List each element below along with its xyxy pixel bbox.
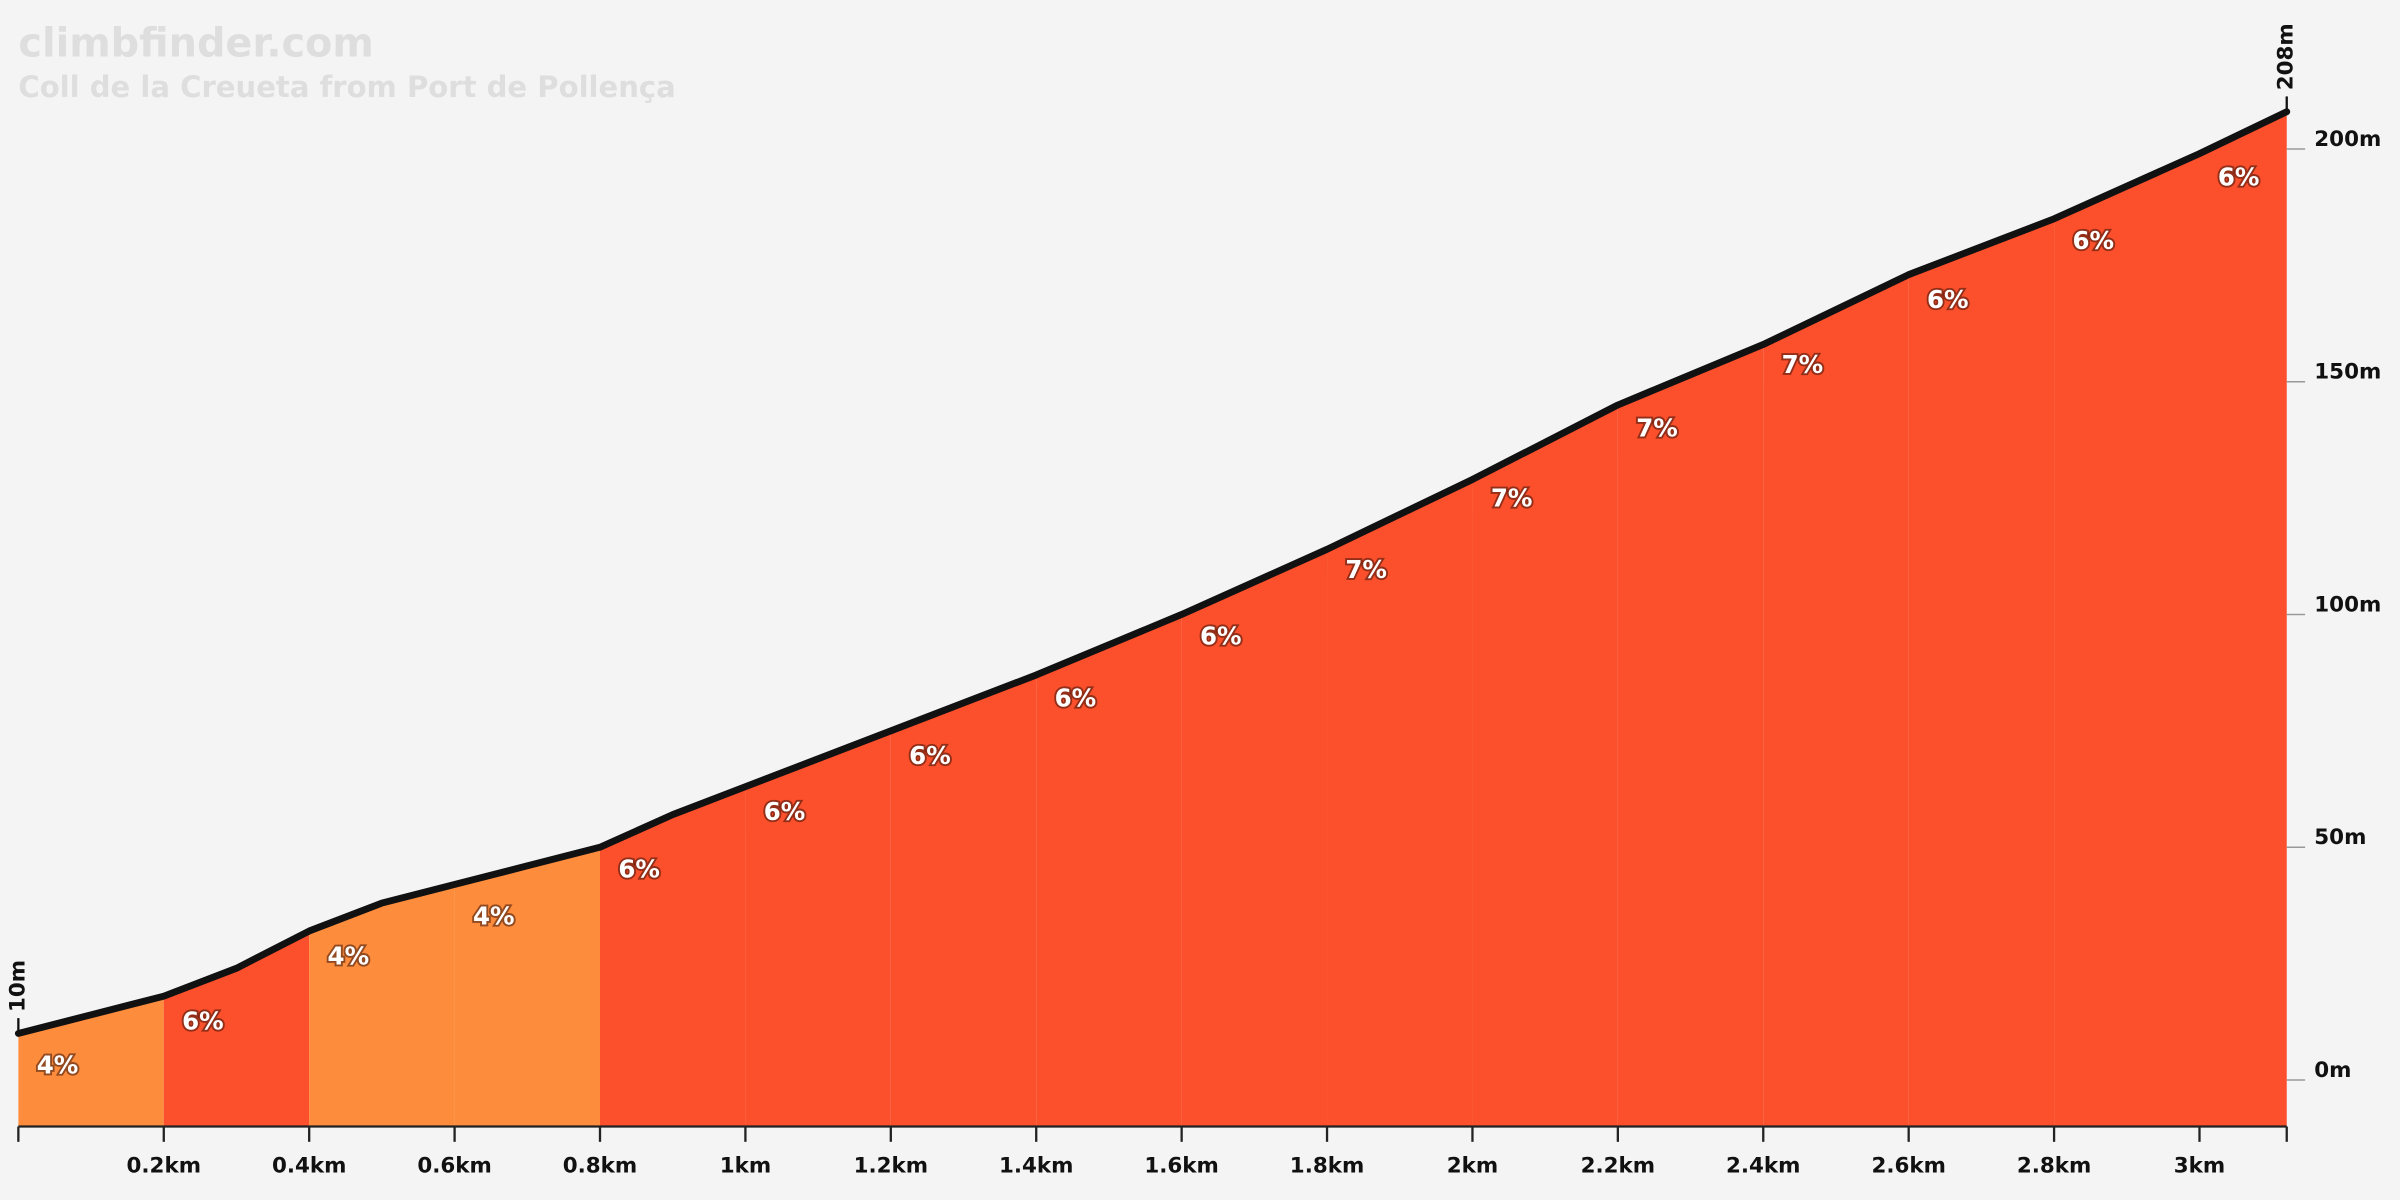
- y-tick-label: 150m: [2314, 360, 2381, 385]
- gradient-segment: [1763, 274, 1909, 1127]
- gradient-segment: [454, 847, 600, 1127]
- y-tick-label: 0m: [2314, 1058, 2351, 1083]
- gradient-label: 6%: [764, 797, 806, 826]
- x-tick-label: 0.6km: [417, 1153, 491, 1178]
- gradient-segment: [1472, 404, 1618, 1127]
- gradient-label: 6%: [1927, 285, 1969, 314]
- x-tick-label: 3km: [2174, 1153, 2225, 1178]
- y-tick-label: 200m: [2314, 127, 2381, 152]
- x-tick-label: 2.8km: [2017, 1153, 2091, 1178]
- start-label: 10m: [5, 960, 30, 1012]
- y-tick-label: 100m: [2314, 592, 2381, 617]
- gradient-segment: [600, 786, 746, 1127]
- y-tick-label: 50m: [2314, 825, 2366, 850]
- chart-title: climbfinder.com: [18, 20, 373, 66]
- gradient-label: 6%: [2072, 226, 2114, 255]
- gradient-segment: [1181, 549, 1328, 1127]
- x-tick-label: 1km: [720, 1153, 771, 1178]
- gradient-segment: [1327, 479, 1473, 1127]
- gradient-label: 7%: [1491, 483, 1533, 512]
- gradient-segment: [18, 996, 164, 1127]
- profile-line: [14, 108, 2291, 1037]
- x-tick-label: 1.2km: [854, 1153, 928, 1178]
- gradient-segment: [163, 931, 310, 1127]
- x-tick-label: 1.8km: [1290, 1153, 1364, 1178]
- end-label: 208m: [2274, 23, 2299, 90]
- gradient-label: 4%: [37, 1050, 79, 1079]
- x-tick-label: 0.8km: [563, 1153, 637, 1178]
- gradient-label: 6%: [2218, 163, 2260, 192]
- gradient-segment: [1036, 614, 1182, 1127]
- x-tick-label: 2.2km: [1581, 1153, 1655, 1178]
- gradient-label: 4%: [473, 901, 515, 930]
- gradient-label: 6%: [1200, 622, 1242, 651]
- gradient-segment: [890, 674, 1037, 1127]
- gradient-segment: [745, 730, 891, 1127]
- gradient-segment: [1908, 218, 2055, 1127]
- gradient-label: 6%: [182, 1007, 224, 1036]
- gradient-segment: [2199, 111, 2287, 1127]
- gradient-label: 6%: [909, 741, 951, 770]
- gradient-label: 7%: [1636, 414, 1678, 443]
- x-tick-label: 2km: [1447, 1153, 1498, 1178]
- gradient-segment: [1617, 344, 1764, 1127]
- gradient-label: 7%: [1782, 350, 1824, 379]
- gradient-label: 4%: [328, 941, 370, 970]
- gradient-label: 7%: [1345, 555, 1387, 584]
- x-tick-label: 0.2km: [127, 1153, 201, 1178]
- x-tick-label: 0.4km: [272, 1153, 346, 1178]
- gradient-segment: [2054, 153, 2200, 1127]
- gradient-segment: [309, 884, 455, 1127]
- gradient-label: 6%: [618, 854, 660, 883]
- x-tick-label: 2.4km: [1726, 1153, 1800, 1178]
- chart-subtitle: Coll de la Creueta from Port de Pollença: [18, 70, 675, 104]
- x-tick-label: 1.4km: [999, 1153, 1073, 1178]
- gradient-label: 6%: [1055, 684, 1097, 713]
- x-tick-label: 2.6km: [1871, 1153, 1945, 1178]
- x-tick-label: 1.6km: [1144, 1153, 1218, 1178]
